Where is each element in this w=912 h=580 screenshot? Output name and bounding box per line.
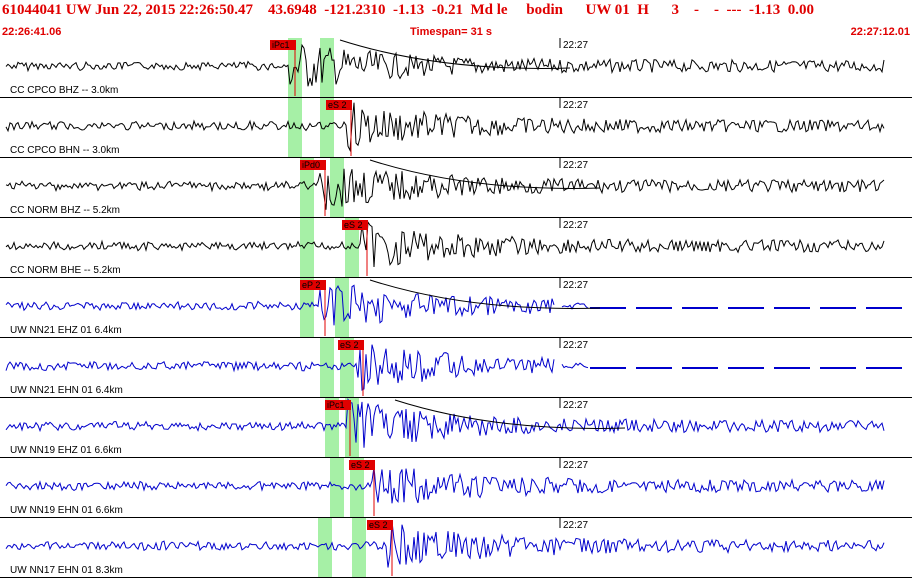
waveform-trace	[5, 102, 885, 153]
timespan-label: Timespan= 31 s	[410, 26, 493, 38]
waveform-trace-tail	[561, 362, 589, 369]
waveform-trace	[5, 284, 555, 326]
channel-label: CC CPCO BHZ -- 3.0km	[10, 85, 118, 96]
phase-pick-label: iPc1	[272, 40, 290, 50]
channel-label: UW NN21 EHN 01 6.4km	[10, 385, 123, 396]
coda-duration-curve	[339, 39, 571, 69]
waveform-trace	[5, 168, 885, 210]
time-tick-label: 22:27	[563, 400, 588, 411]
s-window-band	[335, 278, 349, 338]
s-window-band	[340, 338, 354, 398]
phase-pick-flag	[326, 100, 352, 110]
event-summary-line: 61044041 UW Jun 22, 2015 22:26:50.47 43.…	[2, 2, 814, 18]
end-time-label: 22:27:12.01	[850, 26, 910, 38]
p-window-band	[320, 338, 334, 398]
time-tick-label: 22:27	[563, 520, 588, 531]
phase-pick-flag	[325, 400, 351, 410]
phase-pick-label: iPc1	[327, 400, 345, 410]
phase-pick-flag	[300, 280, 326, 290]
phase-pick-label: eP 2	[302, 280, 320, 290]
p-window-band	[330, 458, 344, 518]
channel-label: UW NN19 EHN 01 6.6km	[10, 505, 123, 516]
waveform-trace-tail	[561, 302, 589, 310]
coda-duration-curve	[369, 279, 601, 309]
channel-label: CC NORM BHE -- 5.2km	[10, 265, 121, 276]
waveform-trace	[5, 344, 555, 391]
s-window-band	[320, 98, 334, 158]
waveform-trace	[5, 466, 885, 504]
seismogram-panel[interactable]: iPc1 22:27 CC CPCO BHZ -- 3.0km eS 2 22:27 CC…	[0, 38, 912, 580]
p-window-band	[325, 398, 339, 458]
coda-duration-curve	[394, 399, 626, 429]
waveform-trace	[5, 521, 885, 568]
start-time-label: 22:26:41.06	[2, 26, 62, 38]
phase-pick-flag	[338, 340, 364, 350]
s-window-band	[320, 38, 334, 98]
waveform-trace	[5, 43, 885, 87]
waveform-trace	[5, 397, 885, 448]
phase-pick-label: iPd0	[302, 160, 320, 170]
time-tick-label: 22:27	[563, 40, 588, 51]
s-window-band	[345, 398, 359, 458]
phase-pick-flag	[349, 460, 375, 470]
time-tick-label: 22:27	[563, 100, 588, 111]
phase-pick-label: eS 2	[369, 520, 388, 530]
phase-pick-flag	[300, 160, 326, 170]
phase-pick-flag	[270, 40, 296, 50]
phase-pick-flag	[342, 220, 368, 230]
channel-label: UW NN17 EHN 01 8.3km	[10, 565, 123, 576]
waveform-trace	[5, 220, 885, 268]
time-tick-label: 22:27	[563, 340, 588, 351]
phase-pick-label: eS 2	[344, 220, 363, 230]
channel-label: CC CPCO BHN -- 3.0km	[10, 145, 119, 156]
time-tick-label: 22:27	[563, 280, 588, 291]
coda-duration-curve	[369, 159, 601, 189]
phase-pick-label: eS 2	[351, 460, 370, 470]
phase-pick-label: eS 2	[328, 100, 347, 110]
s-window-band	[345, 218, 359, 278]
channel-label: UW NN21 EHZ 01 6.4km	[10, 325, 122, 336]
phase-pick-label: eS 2	[340, 340, 359, 350]
time-tick-label: 22:27	[563, 460, 588, 471]
event-header-bar: 61044041 UW Jun 22, 2015 22:26:50.47 43.…	[0, 0, 912, 24]
p-window-band	[300, 218, 314, 278]
channel-label: UW NN19 EHZ 01 6.6km	[10, 445, 122, 456]
p-window-band	[300, 278, 314, 338]
channel-label: CC NORM BHZ -- 5.2km	[10, 205, 120, 216]
s-window-band	[352, 518, 366, 578]
phase-pick-flag	[367, 520, 393, 530]
time-tick-label: 22:27	[563, 220, 588, 231]
time-tick-label: 22:27	[563, 160, 588, 171]
p-window-band	[318, 518, 332, 578]
p-window-band	[288, 98, 302, 158]
